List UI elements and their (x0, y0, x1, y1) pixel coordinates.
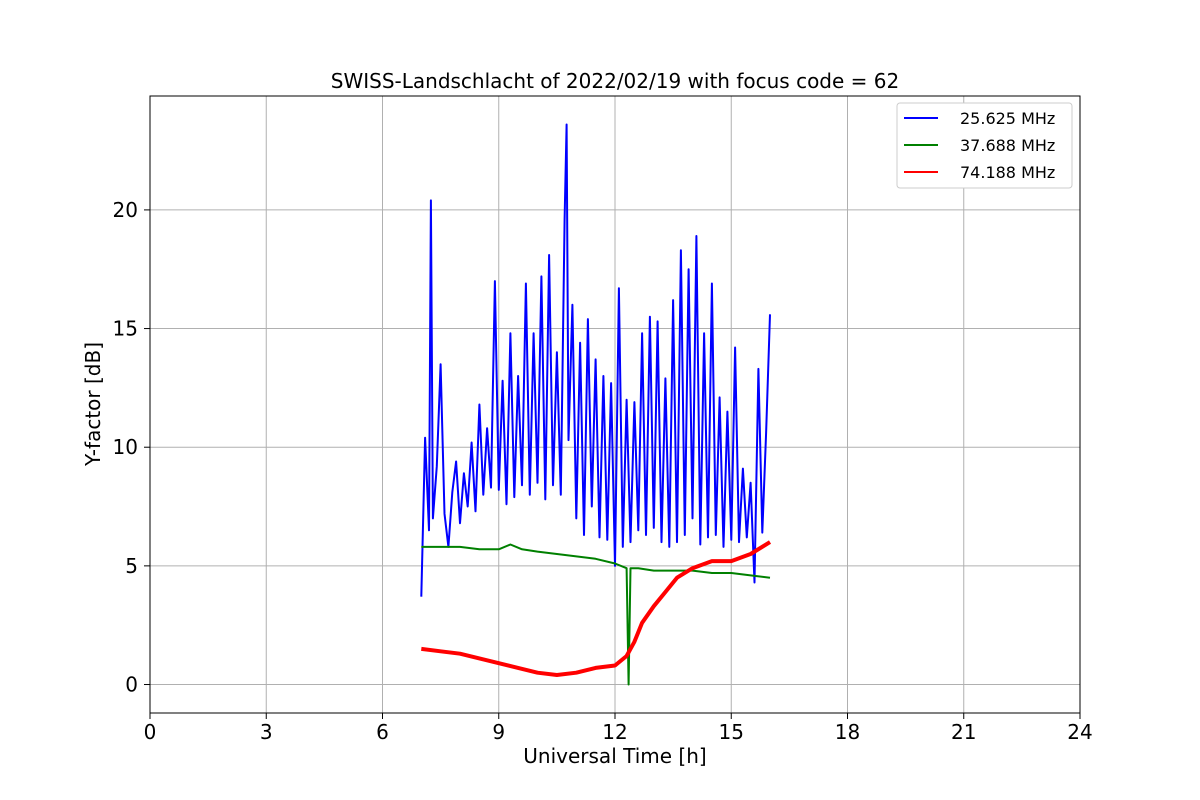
legend: 25.625 MHz 37.688 MHz 74.188 MHz (896, 102, 1073, 189)
x-tick-label: 9 (492, 720, 505, 744)
x-tick-label: 21 (951, 720, 976, 744)
x-tick-label: 6 (376, 720, 389, 744)
series-line-1 (420, 123, 771, 597)
y-tick-label: 0 (125, 673, 138, 697)
legend-label-25625: 25.625 MHz (960, 109, 1055, 128)
y-tick-label: 5 (125, 554, 138, 578)
x-tick-label: 18 (835, 720, 860, 744)
y-tick-label: 15 (113, 317, 138, 341)
chart-title: SWISS-Landschlacht of 2022/02/19 with fo… (331, 69, 899, 93)
x-tick-label: 12 (602, 720, 627, 744)
series-line-3 (421, 540, 772, 677)
y-tick-label: 10 (113, 435, 138, 459)
y-axis-label: Y-factor [dB] (81, 342, 105, 467)
series-line-2 (421, 543, 771, 686)
x-tick-label: 0 (144, 720, 157, 744)
series-layer (420, 123, 772, 686)
legend-label-74188: 74.188 MHz (960, 163, 1055, 182)
x-tick-label: 15 (719, 720, 744, 744)
legend-box (896, 102, 1073, 189)
x-tick-label: 3 (260, 720, 273, 744)
x-tick-label: 24 (1067, 720, 1092, 744)
x-axis-label: Universal Time [h] (523, 744, 706, 768)
y-axis: 0 5 10 15 20 (113, 198, 150, 697)
y-tick-label: 20 (113, 198, 138, 222)
legend-label-37688: 37.688 MHz (960, 136, 1055, 155)
x-axis: 0 3 6 9 12 15 18 21 24 (144, 713, 1093, 744)
